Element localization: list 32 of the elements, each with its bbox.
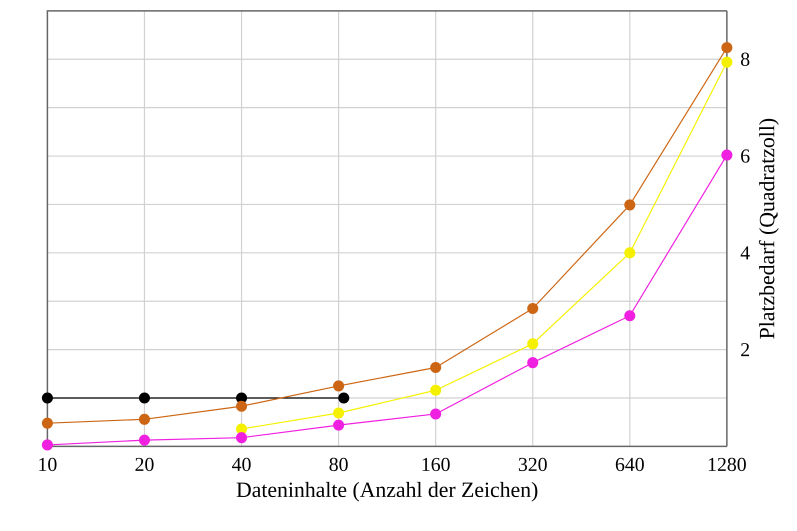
point: [42, 417, 53, 429]
point: [333, 419, 344, 430]
y-tick-label: 8: [741, 52, 750, 66]
point: [138, 434, 150, 446]
x-tick-label: 20: [135, 458, 154, 471]
point: [236, 432, 248, 444]
x-tick-label: 80: [329, 458, 348, 471]
x-tick-label: 10: [39, 458, 57, 471]
y-axis-title: Platzbedarf (Quadratzoll): [758, 118, 779, 339]
y-tick-label: 6: [741, 149, 750, 163]
y-tick-label: 4: [740, 246, 750, 260]
x-tick-label: 40: [232, 458, 251, 471]
point: [138, 392, 150, 404]
point: [527, 356, 538, 368]
point: [42, 392, 53, 404]
point: [721, 42, 732, 54]
x-axis-title: Dateninhalte (Anzahl der Zeichen): [236, 482, 538, 502]
point: [42, 439, 53, 450]
point: [138, 414, 150, 425]
point: [236, 400, 248, 412]
point: [430, 362, 442, 373]
point: [333, 380, 344, 392]
y-tick-label: 2: [741, 342, 750, 356]
x-tick-label: 1280: [708, 458, 746, 471]
x-tick-label: 640: [616, 458, 644, 471]
point: [624, 310, 636, 322]
x-tick-label: 320: [518, 458, 547, 471]
point: [624, 199, 636, 210]
x-tick-label: 160: [422, 458, 450, 471]
point: [527, 302, 538, 314]
point: [430, 408, 442, 420]
point: [721, 149, 732, 160]
